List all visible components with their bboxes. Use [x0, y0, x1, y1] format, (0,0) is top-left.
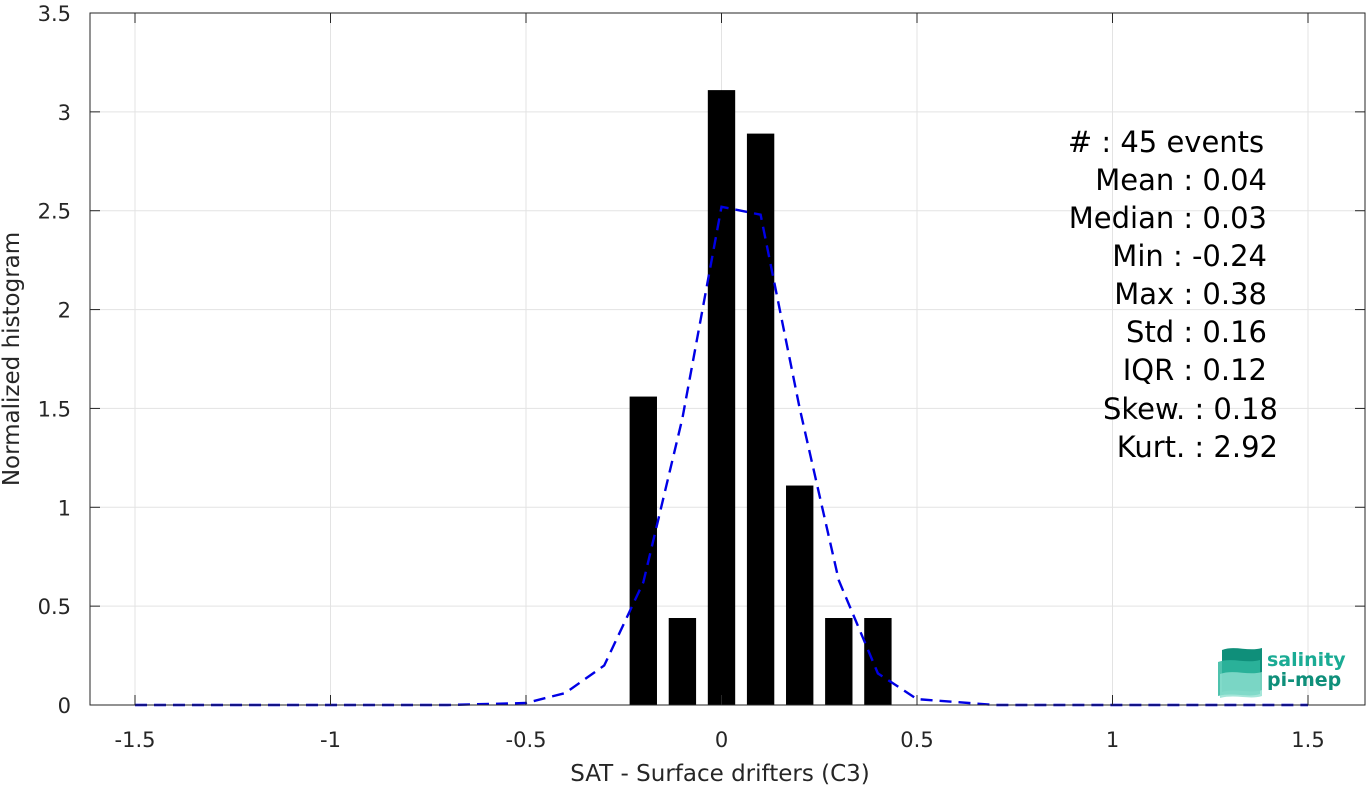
- stats-std: Std : 0.16: [1126, 315, 1267, 349]
- y-tick-label: 1.5: [38, 397, 71, 421]
- x-tick-label: -1.5: [115, 728, 156, 752]
- fit-curve: [135, 205, 1308, 707]
- stats-min: Min : -0.24: [1112, 239, 1267, 273]
- histogram-bar: [786, 485, 814, 705]
- logo-text-pimep: pi-mep: [1267, 669, 1341, 691]
- y-tick-label: 2: [58, 299, 71, 323]
- y-axis-label: Normalized histogram: [0, 232, 25, 486]
- salinity-pimep-logo: salinity pi-mep: [1218, 648, 1346, 698]
- stats-median: Median : 0.03: [1069, 201, 1267, 235]
- waves-icon: [1218, 648, 1262, 698]
- x-tick-label: 0.5: [900, 728, 933, 752]
- histogram-bars: [629, 90, 892, 705]
- stats-kurt: Kurt. : 2.92: [1117, 430, 1278, 464]
- logo-text-salinity: salinity: [1267, 649, 1346, 671]
- histogram-bar: [746, 133, 775, 705]
- stats-max: Max : 0.38: [1114, 277, 1267, 311]
- x-axis-label: SAT - Surface drifters (C3): [570, 761, 870, 785]
- y-tick-label: 0.5: [38, 595, 71, 619]
- stats-box: # : 45 events Mean : 0.04 Median : 0.03 …: [1068, 125, 1278, 464]
- x-tick-label: -0.5: [506, 728, 547, 752]
- x-tick-label: 0: [715, 728, 728, 752]
- y-tick-label: 3: [58, 101, 71, 125]
- y-tick-labels: 0 0.5 1 1.5 2 2.5 3 3.5: [38, 2, 71, 718]
- y-tick-label: 3.5: [38, 2, 71, 26]
- x-tick-labels: -1.5 -1 -0.5 0 0.5 1 1.5: [115, 728, 1325, 752]
- y-tick-label: 0: [58, 694, 71, 718]
- stats-events: # : 45 events: [1068, 125, 1264, 159]
- histogram-bar: [707, 90, 736, 705]
- histogram-bar: [825, 618, 853, 705]
- y-tick-label: 2.5: [38, 200, 71, 224]
- x-tick-label: 1.5: [1291, 728, 1324, 752]
- stats-mean: Mean : 0.04: [1095, 163, 1267, 197]
- axes-box: [89, 12, 1366, 706]
- axes-frame: [89, 12, 1366, 706]
- x-tick-label: -1: [320, 728, 341, 752]
- histogram-bar: [668, 618, 697, 705]
- stats-skew: Skew. : 0.18: [1103, 392, 1278, 426]
- x-tick-label: 1: [1106, 728, 1119, 752]
- histogram-bar: [864, 618, 892, 705]
- histogram-bar: [629, 396, 657, 705]
- stats-iqr: IQR : 0.12: [1123, 353, 1267, 387]
- y-tick-label: 1: [58, 496, 71, 520]
